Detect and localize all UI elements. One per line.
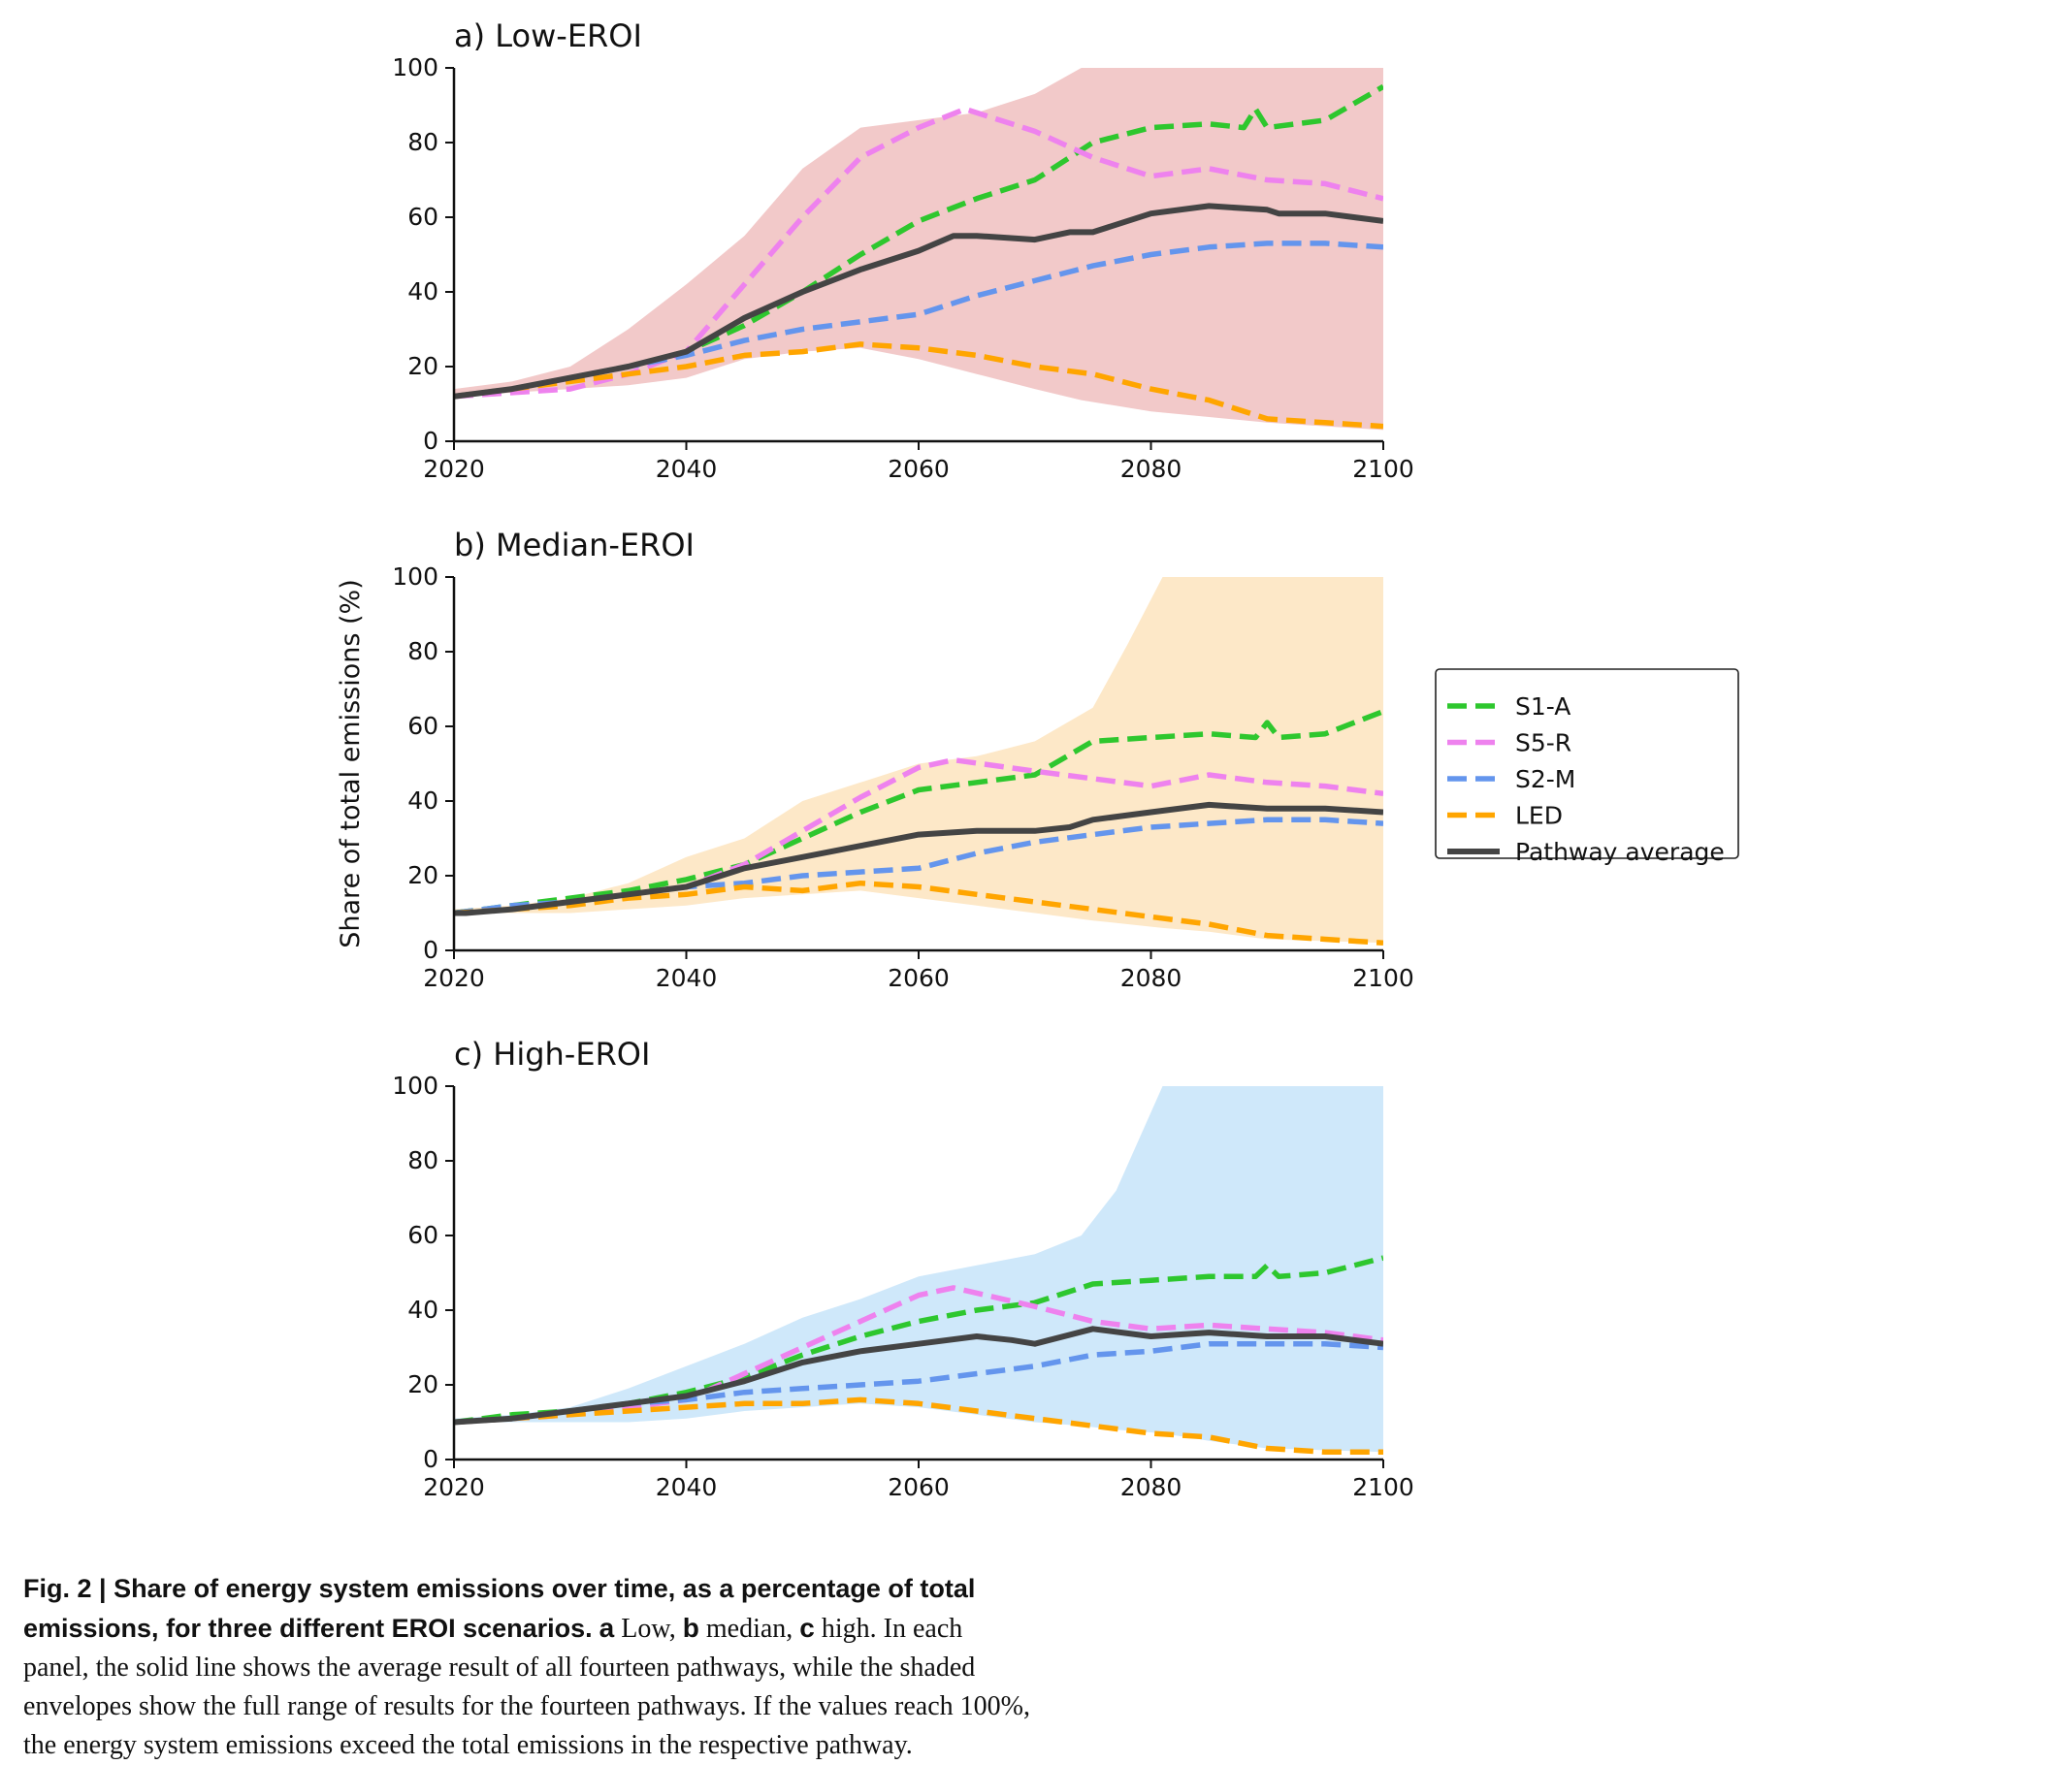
legend-label-led: LED bbox=[1515, 802, 1563, 830]
panel-2-x-tick-label: 2100 bbox=[1352, 964, 1414, 992]
panel-2-y-axis-label: Share of total emissions (%) bbox=[336, 579, 366, 947]
legend: S1-A S5-R S2-M LED Pathway average bbox=[1435, 668, 1739, 866]
panel-2-y-tick-label: 20 bbox=[407, 861, 438, 889]
panel-2-x-tick-label: 2020 bbox=[423, 964, 485, 992]
caption-panel-c: c bbox=[799, 1613, 815, 1643]
panel-2-y-tick-label: 40 bbox=[407, 786, 438, 815]
panel-3-x-tick-label: 2020 bbox=[423, 1473, 485, 1501]
panel-1-y-tick-label: 20 bbox=[407, 352, 438, 380]
legend-label-s1-a: S1-A bbox=[1515, 692, 1570, 721]
panel-3-y-tick-label: 80 bbox=[407, 1146, 438, 1174]
panel-2-series-s1-a bbox=[454, 709, 1383, 916]
caption-panel-b-text: median, bbox=[698, 1614, 800, 1644]
legend-label-s2-m: S2-M bbox=[1515, 765, 1575, 793]
caption-panel-a-text: Low, bbox=[614, 1614, 683, 1644]
legend-box bbox=[1435, 668, 1739, 859]
panel-3-x-tick-label: 2080 bbox=[1120, 1473, 1182, 1501]
panel-3-title: c) High-EROI bbox=[454, 1036, 650, 1073]
legend-label-s5-r: S5-R bbox=[1515, 729, 1571, 757]
panel-1-x-tick-label: 2100 bbox=[1352, 455, 1414, 483]
panel-1-series-pathway-average bbox=[454, 203, 1383, 400]
panel-1-y-tick-label: 60 bbox=[407, 203, 438, 231]
panel-2-x-tick-label: 2040 bbox=[656, 964, 718, 992]
panel-2-x-tick-label: 2080 bbox=[1120, 964, 1182, 992]
panel-2-range-band bbox=[454, 577, 1383, 944]
panel-1-y-tick-label: 100 bbox=[392, 53, 438, 81]
panel-2-series-led bbox=[454, 880, 1383, 947]
caption-panel-a: a bbox=[599, 1613, 615, 1643]
panel-3-x-tick-label: 2040 bbox=[656, 1473, 718, 1501]
panel-2-series-pathway-average bbox=[454, 801, 1383, 916]
panel-1-title: a) Low-EROI bbox=[454, 17, 642, 54]
panel-1-x-tick-label: 2020 bbox=[423, 455, 485, 483]
panel-3-series-pathway-average bbox=[454, 1326, 1383, 1426]
panel-3-series-led bbox=[454, 1396, 1383, 1456]
panel-2-x-tick-label: 2060 bbox=[888, 964, 950, 992]
panel-3-y-tick-label: 40 bbox=[407, 1296, 438, 1324]
panel-3-y-tick-label: 20 bbox=[407, 1370, 438, 1398]
panel-3-y-tick-label: 100 bbox=[392, 1072, 438, 1100]
panel-2-y-tick-label: 80 bbox=[407, 637, 438, 665]
panel-2-title: b) Median-EROI bbox=[454, 527, 695, 563]
panel-2-y-tick-label: 100 bbox=[392, 562, 438, 591]
panel-3-x-tick-label: 2100 bbox=[1352, 1473, 1414, 1501]
panel-3-y-tick-label: 0 bbox=[423, 1445, 438, 1473]
legend-label-pathway-average: Pathway average bbox=[1515, 838, 1725, 866]
panel-1-x-tick-label: 2060 bbox=[888, 455, 950, 483]
panel-1-y-tick-label: 80 bbox=[407, 128, 438, 156]
caption-label: Fig. 2 | Share of energy system emission… bbox=[23, 1574, 976, 1643]
panel-3-x-axis-label: Year bbox=[890, 1512, 947, 1513]
panel-3-x-tick-label: 2060 bbox=[888, 1473, 950, 1501]
panel-1-y-tick-label: 0 bbox=[423, 427, 438, 455]
figure-caption-left: Fig. 2 | Share of energy system emission… bbox=[23, 1569, 1032, 1765]
panel-1-x-tick-label: 2040 bbox=[656, 455, 718, 483]
panel-1-y-tick-label: 40 bbox=[407, 277, 438, 305]
panel-2-y-tick-label: 60 bbox=[407, 712, 438, 740]
caption-panel-b: b bbox=[682, 1613, 699, 1643]
panel-1-series-led bbox=[454, 341, 1383, 430]
panel-3-range-band bbox=[454, 1086, 1383, 1453]
panel-3-y-tick-label: 60 bbox=[407, 1221, 438, 1249]
panel-2-y-tick-label: 0 bbox=[423, 936, 438, 964]
panel-1-x-tick-label: 2080 bbox=[1120, 455, 1182, 483]
